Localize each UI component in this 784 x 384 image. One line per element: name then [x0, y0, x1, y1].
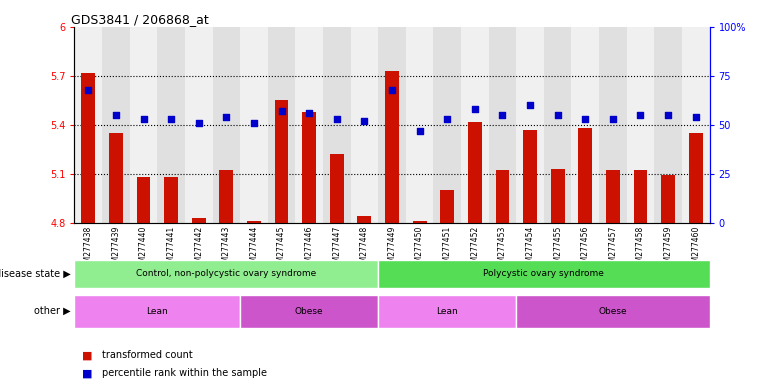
Bar [378, 27, 406, 223]
Bar [661, 175, 675, 223]
Bar [385, 71, 399, 223]
Text: Lean: Lean [437, 306, 458, 316]
Text: Polycystic ovary syndrome: Polycystic ovary syndrome [484, 269, 604, 278]
Text: other ▶: other ▶ [34, 306, 71, 316]
Bar [599, 27, 626, 223]
Point [248, 120, 260, 126]
Bar [323, 27, 350, 223]
Bar [488, 27, 516, 223]
Bar [633, 170, 648, 223]
Point [496, 112, 509, 118]
Text: GDS3841 / 206868_at: GDS3841 / 206868_at [71, 13, 209, 26]
Bar [109, 133, 123, 223]
Bar [192, 218, 205, 223]
Bar [579, 128, 592, 223]
FancyBboxPatch shape [74, 295, 240, 328]
Bar [185, 27, 212, 223]
Bar [330, 154, 343, 223]
Point [689, 114, 702, 120]
Bar [606, 170, 620, 223]
Point [82, 86, 95, 93]
Bar [220, 170, 233, 223]
Point [137, 116, 150, 122]
Point [275, 108, 288, 114]
Bar [523, 130, 537, 223]
Bar [136, 177, 151, 223]
Text: Obese: Obese [295, 306, 324, 316]
Text: ■: ■ [82, 368, 93, 378]
Bar [682, 27, 710, 223]
Bar [247, 221, 261, 223]
Point [634, 112, 647, 118]
Point [220, 114, 233, 120]
Bar [461, 27, 488, 223]
Text: transformed count: transformed count [102, 350, 193, 360]
Bar [544, 27, 572, 223]
Bar [358, 216, 372, 223]
FancyBboxPatch shape [240, 295, 378, 328]
Point [358, 118, 371, 124]
Point [469, 106, 481, 112]
Bar [572, 27, 599, 223]
Point [413, 127, 426, 134]
Bar [268, 27, 296, 223]
Text: disease state ▶: disease state ▶ [0, 268, 71, 279]
Point [441, 116, 453, 122]
Text: ■: ■ [82, 350, 93, 360]
FancyBboxPatch shape [74, 260, 378, 288]
Bar [164, 177, 178, 223]
Bar [303, 112, 316, 223]
Point [110, 112, 122, 118]
Bar [495, 170, 510, 223]
Bar [274, 100, 289, 223]
Point [579, 116, 592, 122]
Point [303, 110, 315, 116]
Bar [129, 27, 158, 223]
Bar [689, 133, 702, 223]
Point [662, 112, 674, 118]
Bar [82, 73, 95, 223]
Bar [412, 221, 426, 223]
Bar [550, 169, 564, 223]
Bar [441, 190, 454, 223]
Text: Control, non-polycystic ovary syndrome: Control, non-polycystic ovary syndrome [136, 269, 317, 278]
Bar [350, 27, 378, 223]
Bar [626, 27, 655, 223]
Text: percentile rank within the sample: percentile rank within the sample [102, 368, 267, 378]
Point [551, 112, 564, 118]
FancyBboxPatch shape [378, 260, 710, 288]
Bar [434, 27, 461, 223]
Bar [468, 121, 481, 223]
Point [331, 116, 343, 122]
Point [192, 120, 205, 126]
Bar [158, 27, 185, 223]
Point [607, 116, 619, 122]
Bar [516, 27, 544, 223]
Bar [102, 27, 129, 223]
Point [165, 116, 177, 122]
Bar [655, 27, 682, 223]
Bar [240, 27, 268, 223]
Point [386, 86, 398, 93]
Text: Obese: Obese [598, 306, 627, 316]
Bar [74, 27, 102, 223]
Text: Lean: Lean [147, 306, 169, 316]
Point [524, 102, 536, 108]
Bar [212, 27, 240, 223]
FancyBboxPatch shape [516, 295, 710, 328]
Bar [296, 27, 323, 223]
FancyBboxPatch shape [378, 295, 516, 328]
Bar [406, 27, 434, 223]
